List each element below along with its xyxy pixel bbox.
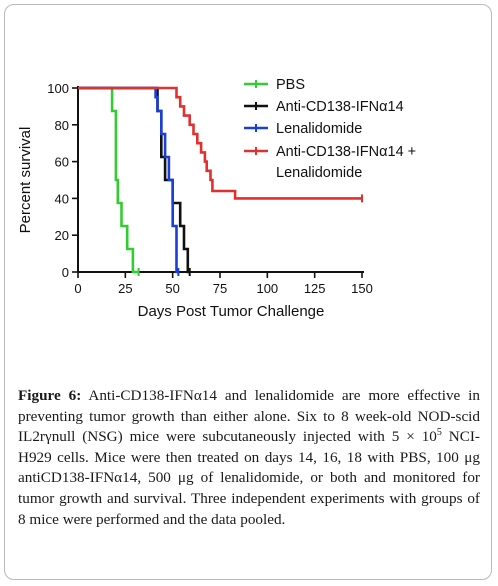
figure-frame <box>4 4 492 580</box>
legend-label: Lenalidomide <box>276 121 362 137</box>
x-tick-label: 150 <box>351 281 373 296</box>
legend-label: PBS <box>276 77 305 93</box>
legend-label: Anti-CD138-IFNα14 + <box>276 144 416 160</box>
x-axis-title: Days Post Tumor Challenge <box>138 303 325 320</box>
x-tick-label: 75 <box>213 281 227 296</box>
chart-series-layer <box>78 86 363 276</box>
series-line-3 <box>78 86 362 200</box>
survival-chart: 0 20 40 60 80 100 0 25 50 75 100 125 150 PBS Anti-CD1… <box>17 77 416 320</box>
series-line-2 <box>78 86 179 274</box>
y-tick-label: 0 <box>62 265 69 280</box>
caption-superscript: 5 <box>436 427 442 439</box>
figure-caption: Figure 6: Anti-CD138-IFNα14 and lenalido… <box>18 386 480 530</box>
y-tick-label: 40 <box>55 191 69 206</box>
x-tick-label: 125 <box>304 281 326 296</box>
y-tick-label: 60 <box>55 155 69 170</box>
series-line-0 <box>78 86 139 274</box>
chart-legend: PBS Anti-CD138-IFNα14 Lenalidomide Anti-CD1… <box>244 77 416 181</box>
x-tick-label: 50 <box>165 281 179 296</box>
figure-label: Figure 6: <box>18 387 82 404</box>
chart-axes: 0 20 40 60 80 100 0 25 50 75 100 125 150 <box>47 81 373 296</box>
x-tick-label: 25 <box>118 281 132 296</box>
x-tick-label: 100 <box>256 281 278 296</box>
caption-text-part1: Anti-CD138-IFNα14 and lenalidomide are m… <box>18 387 480 446</box>
y-tick-label: 100 <box>47 81 69 96</box>
y-axis-title: Percent survival <box>17 127 34 234</box>
legend-label: Anti-CD138-IFNα14 <box>276 99 404 115</box>
x-tick-label: 0 <box>74 281 81 296</box>
legend-label: Lenalidomide <box>276 165 362 181</box>
y-tick-label: 80 <box>55 118 69 133</box>
caption-text-part2: NCI-H929 cells. Mice were then treated o… <box>18 428 480 528</box>
y-tick-label: 20 <box>55 228 69 243</box>
